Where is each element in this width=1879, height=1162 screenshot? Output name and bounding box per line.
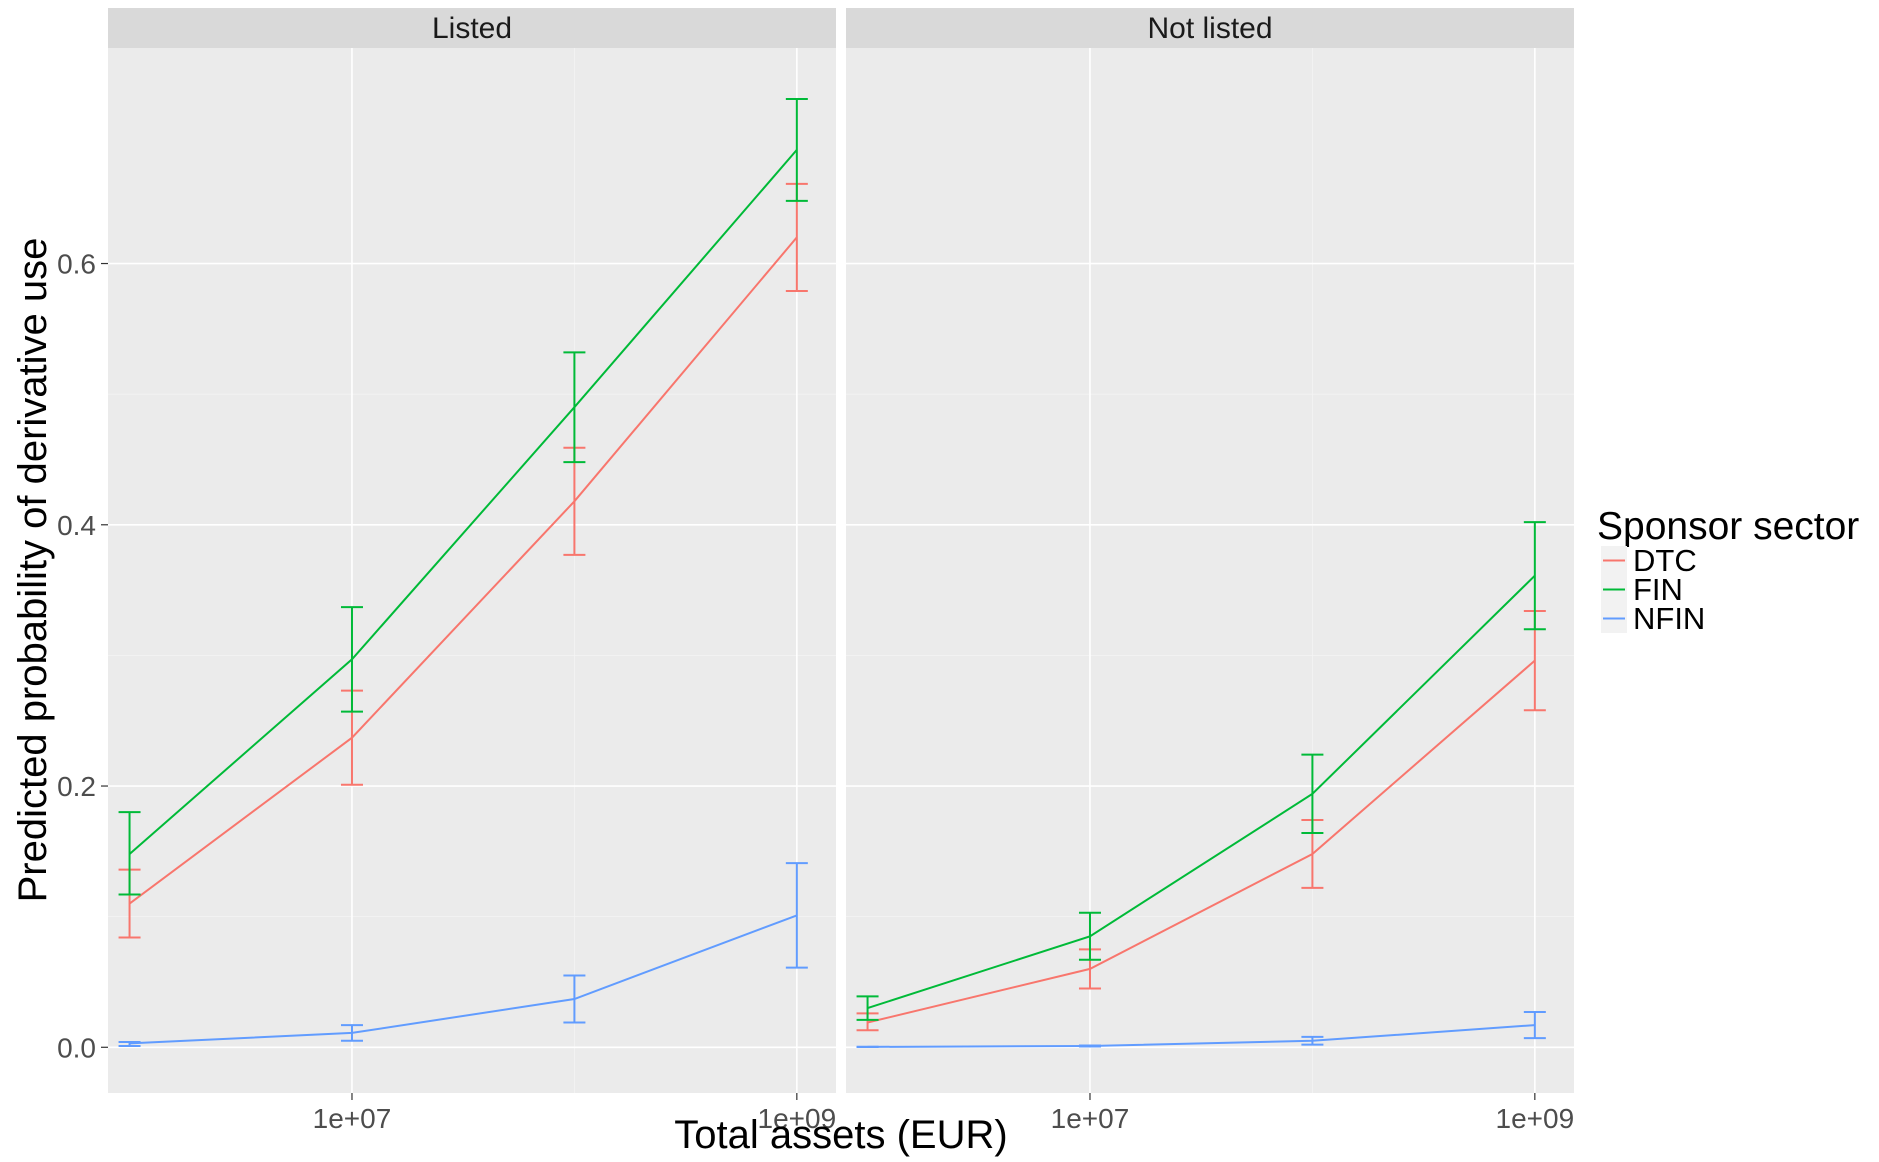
x-axis: 1e+07 1e+09 1e+07 1e+09 — [313, 1093, 1574, 1134]
panel-listed: Listed — [108, 8, 836, 1093]
plot-area-listed — [108, 48, 836, 1093]
strip-listed — [108, 8, 836, 48]
series-line-dtc — [129, 236, 798, 905]
error-bar-fin — [856, 995, 879, 1021]
series-line-nfin — [129, 914, 798, 1045]
x-tick-label: 1e+07 — [1051, 1103, 1130, 1134]
y-tick-label: 0.6 — [57, 249, 96, 280]
error-bar-fin — [563, 351, 586, 464]
error-bar-fin — [1523, 521, 1546, 631]
series-line-fin — [128, 149, 798, 855]
y-axis: 0.0 0.2 0.4 0.6 — [57, 249, 108, 1063]
error-bar-nfin — [340, 1024, 363, 1042]
error-bar-nfin — [1523, 1011, 1546, 1040]
error-bar-fin — [340, 606, 363, 713]
y-tick-label: 0.4 — [57, 510, 96, 541]
error-bar-fin — [1301, 753, 1324, 835]
legend-label-dtc: DTC — [1633, 543, 1697, 578]
x-axis-title: Total assets (EUR) — [674, 1113, 1007, 1157]
y-tick-label: 0.0 — [57, 1032, 96, 1063]
error-bar-fin — [118, 811, 141, 896]
error-bar-nfin — [118, 1041, 141, 1047]
panel-not-listed: Not listed — [846, 8, 1574, 1093]
x-tick-label: 1e+07 — [313, 1103, 392, 1134]
legend-label-nfin: NFIN — [1633, 601, 1705, 636]
series-line-nfin — [867, 1024, 1535, 1048]
legend-label-fin: FIN — [1633, 572, 1683, 607]
series-line-dtc — [867, 659, 1536, 1024]
error-bar-nfin — [1078, 1044, 1101, 1048]
error-bar-fin — [1078, 911, 1101, 961]
x-tick-label: 1e+09 — [1496, 1103, 1575, 1134]
legend-title: Sponsor sector — [1597, 505, 1859, 548]
series-listed — [118, 97, 808, 1047]
strip-label-listed: Listed — [432, 12, 512, 45]
y-axis-title: Predicted probability of derivative use — [11, 238, 55, 903]
error-bar-nfin — [785, 862, 808, 969]
y-tick-label: 0.2 — [57, 771, 96, 802]
error-bar-fin — [785, 97, 808, 202]
plot-area-not-listed — [846, 48, 1574, 1093]
strip-not-listed — [846, 8, 1574, 48]
strip-label-not-listed: Not listed — [1147, 12, 1272, 45]
error-bar-nfin — [563, 974, 586, 1024]
x-tick-label: 1e+09 — [758, 1103, 837, 1134]
series-line-fin — [867, 574, 1536, 1010]
error-bar-nfin — [1301, 1035, 1324, 1046]
series-not-listed — [856, 521, 1546, 1049]
